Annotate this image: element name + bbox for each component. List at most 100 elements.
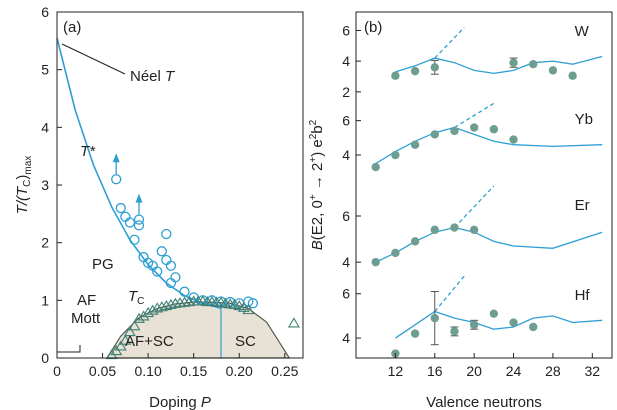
data-point <box>529 322 538 332</box>
subpanel-er: 4 6 Er <box>342 185 603 270</box>
y-title-sub1: C <box>22 180 33 187</box>
y-tick-label: 4 <box>342 147 350 163</box>
y-tick-label: 4 <box>41 119 49 135</box>
theory-extrapolation-dashed <box>454 102 495 129</box>
neel-leader-line <box>61 43 126 75</box>
yb-title-b2: b <box>309 125 326 133</box>
mott-label: Mott <box>71 310 101 327</box>
data-point <box>489 125 499 134</box>
x-tick-label: 0.20 <box>226 363 253 379</box>
tc-data-triangle <box>242 304 255 315</box>
tc-data-triangle <box>142 306 155 318</box>
lower-bound-arrow-head <box>135 193 143 203</box>
y-tick-label: 6 <box>342 113 350 129</box>
lower-bound-arrow-head <box>112 153 120 163</box>
data-point <box>430 63 439 72</box>
afsc-label: AF+SC <box>125 333 174 350</box>
x-tick-label: 0 <box>53 363 61 379</box>
panel-a-y-ticks: 0 1 2 3 4 5 6 <box>41 4 62 366</box>
x-tick-label: 0.15 <box>180 363 207 379</box>
yb-title-sup4: 2 <box>308 119 319 125</box>
panel-b-x-ticks: 12 16 20 24 28 32 <box>388 353 601 379</box>
element-label: Er <box>575 197 590 214</box>
tc-data-triangle <box>160 300 173 311</box>
panel-a-label: (a) <box>63 19 81 36</box>
yb-title-b: B <box>309 240 326 250</box>
tc-data-triangle <box>114 340 127 351</box>
x-tick-label: 16 <box>427 363 443 379</box>
tstar-data-point <box>156 246 167 257</box>
tc-label: TC <box>128 288 144 307</box>
x-tick-label: 28 <box>545 363 561 379</box>
tc-data-triangle <box>164 298 177 309</box>
y-tick-label: 4 <box>342 53 350 69</box>
x-title-word: Doping <box>149 394 197 410</box>
data-point <box>469 123 479 132</box>
data-point <box>410 66 420 76</box>
yb-title-units: ) e <box>309 139 326 157</box>
tc-data-triangle <box>137 310 150 321</box>
element-label: W <box>575 23 590 40</box>
tstar-data-point <box>165 260 177 271</box>
data-point <box>548 66 558 75</box>
subpanel-w: 2 4 6 W <box>342 22 603 100</box>
data-point <box>371 257 380 267</box>
data-point <box>469 225 479 235</box>
tc-data-triangle <box>133 312 145 323</box>
data-point <box>430 225 439 235</box>
data-point <box>450 223 459 232</box>
tc-data-triangle <box>123 325 136 337</box>
tc-data-triangle <box>174 297 186 308</box>
panel-a-x-axis-title: Doping P <box>149 394 211 410</box>
element-label: Hf <box>575 287 591 304</box>
y-tick-label: 4 <box>342 254 350 270</box>
tc-data-triangle <box>119 334 132 345</box>
y-tick-label: 3 <box>41 177 49 193</box>
panel-b-subpanels: 2 4 6 W 4 6 Yb 4 6 Er 4 6 Hf <box>342 22 603 358</box>
y-tick-label: 6 <box>342 208 350 224</box>
data-point <box>450 327 459 336</box>
tstar-data-point <box>133 220 145 231</box>
tstar-data-point <box>165 277 177 289</box>
data-point <box>469 320 479 329</box>
y-tick-label: 6 <box>342 22 350 38</box>
tc-data-triangle <box>178 296 191 307</box>
tstar-data-point <box>161 254 172 266</box>
yb-title-arrow: → 2 <box>309 163 326 195</box>
data-point <box>410 140 420 149</box>
y-title-sub2: max <box>23 156 34 175</box>
y-tick-label: 2 <box>342 84 350 100</box>
y-tick-label: 1 <box>41 292 49 308</box>
tstar-data-point <box>115 202 126 214</box>
neel-word: Néel <box>130 68 161 85</box>
x-title-var: P <box>201 394 211 410</box>
data-point <box>568 71 577 80</box>
panel-a-data-points <box>105 153 300 360</box>
pg-label: PG <box>92 256 114 273</box>
data-point <box>450 126 459 136</box>
y-tick-label: 0 <box>41 350 49 366</box>
tc-data-triangle <box>237 301 250 312</box>
tstar-curve <box>56 37 222 310</box>
y-tick-label: 6 <box>41 4 49 20</box>
x-tick-label: 0.05 <box>89 363 116 379</box>
x-tick-label: 32 <box>585 363 601 379</box>
tc-data-triangle <box>128 320 141 331</box>
panel-b-x-axis-title: Valence neutrons <box>426 394 542 410</box>
theory-extrapolation-dashed <box>434 275 465 312</box>
yb-title-sup1: + <box>308 194 319 200</box>
data-point <box>509 58 518 67</box>
panel-b-y-axis-title: B(E2, 0+ → 2+) e2b2 <box>308 119 326 250</box>
tstar-label: T* <box>80 143 96 160</box>
theory-curve <box>395 310 603 339</box>
y-title-main: T/(T <box>14 185 31 214</box>
theory-extrapolation-dashed <box>434 26 465 59</box>
data-point <box>509 318 518 327</box>
tstar-data-point <box>124 217 136 228</box>
y-tick-label: 4 <box>342 330 350 346</box>
x-tick-label: 20 <box>466 363 482 379</box>
data-point <box>371 162 380 172</box>
y-title-close: ) <box>14 175 31 180</box>
